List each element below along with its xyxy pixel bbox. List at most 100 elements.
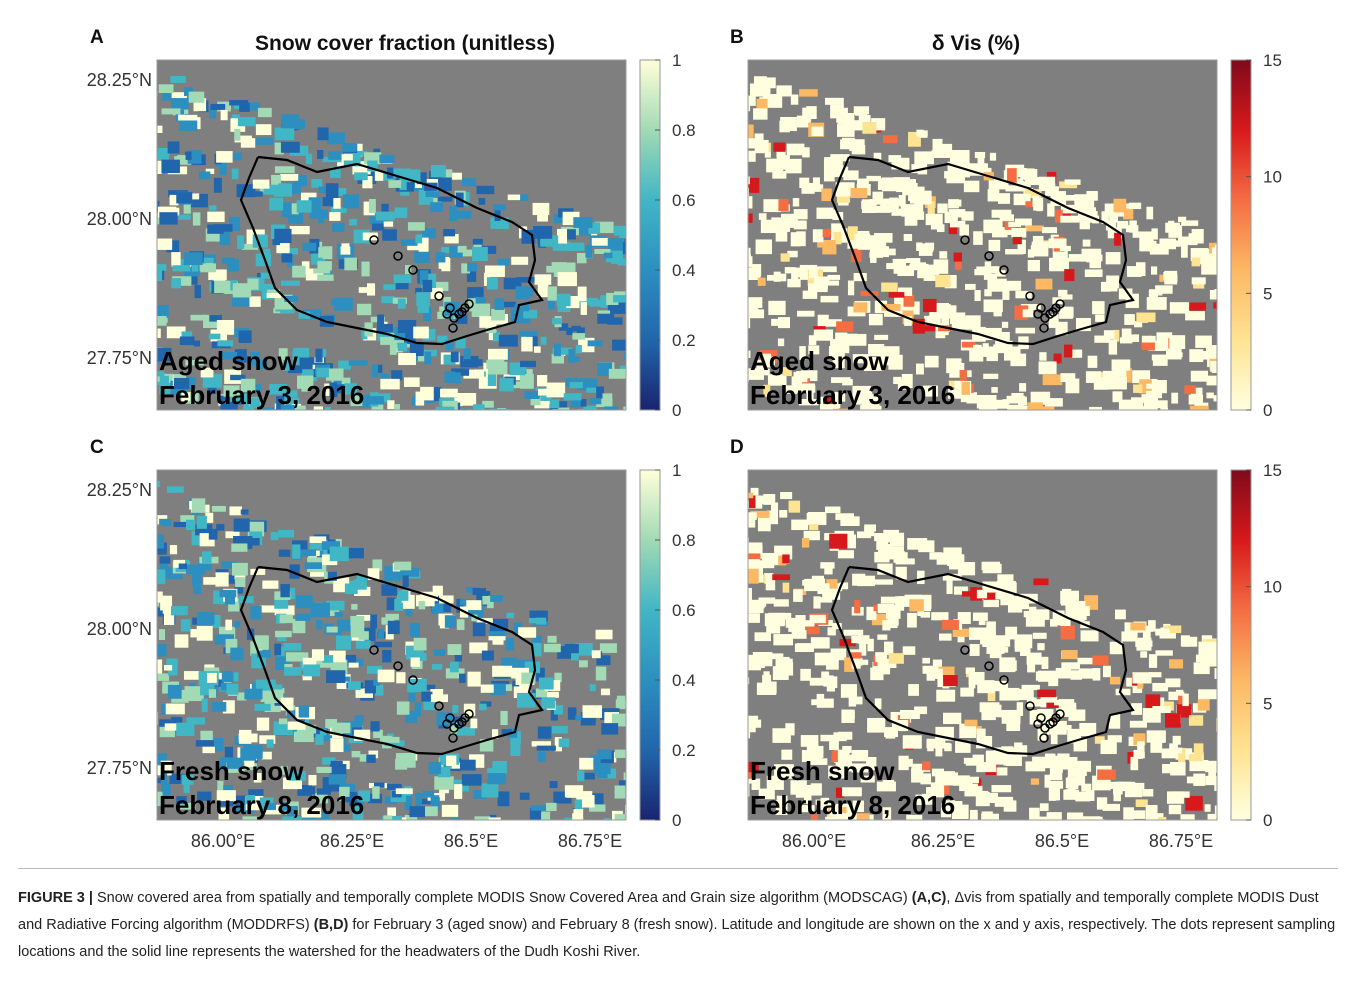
map-pixel: [371, 364, 379, 378]
map-pixel: [339, 786, 350, 801]
caption-text: , Δvis from spatially and temporally com…: [18, 890, 1323, 933]
map-pixel: [920, 773, 932, 785]
map-pixel: [822, 228, 831, 238]
map-pixel: [171, 252, 181, 266]
map-pixel: [968, 674, 976, 689]
map-pixel: [1119, 447, 1127, 455]
map-pixel: [880, 828, 899, 834]
map-pixel: [289, 405, 306, 410]
map-pixel: [900, 709, 920, 720]
map-pixel: [278, 718, 288, 725]
map-pixel: [768, 300, 786, 316]
map-pixel: [874, 334, 889, 340]
map-pixel: [225, 619, 232, 631]
map-pixel: [1217, 465, 1232, 470]
map-pixel: [286, 182, 302, 195]
map-pixel: [778, 656, 790, 667]
map-pixel: [1052, 246, 1068, 259]
map-pixel: [808, 285, 828, 293]
map-pixel: [1240, 443, 1257, 450]
map-pixel: [814, 652, 834, 666]
map-pixel: [902, 735, 922, 749]
map-pixel: [989, 792, 999, 804]
map-pixel: [578, 225, 590, 236]
map-pixel: [631, 768, 637, 780]
map-pixel: [1206, 345, 1217, 359]
map-pixel: [1148, 672, 1162, 678]
map-pixel: [1164, 713, 1181, 728]
map-pixel: [1200, 655, 1217, 667]
map-pixel: [232, 152, 242, 161]
map-pixel: [812, 177, 820, 188]
map-pixel: [366, 754, 376, 763]
map-pixel: [451, 412, 458, 422]
map-pixel: [1155, 285, 1173, 294]
map-pixel: [488, 629, 506, 637]
map-pixel: [487, 348, 508, 360]
map-pixel: [827, 676, 838, 689]
map-pixel: [260, 605, 277, 613]
map-pixel: [160, 559, 168, 575]
map-pixel: [407, 242, 420, 251]
map-pixel: [397, 590, 409, 601]
map-pixel: [454, 784, 463, 799]
map-pixel: [952, 804, 969, 820]
map-pixel: [245, 411, 251, 423]
map-pixel: [591, 650, 601, 659]
map-pixel: [986, 621, 996, 637]
map-pixel: [943, 547, 962, 557]
map-pixel: [328, 151, 342, 160]
map-pixel: [377, 669, 395, 683]
map-pixel: [181, 392, 191, 402]
map-pixel: [830, 167, 846, 178]
map-pixel: [367, 160, 378, 172]
map-pixel: [1032, 816, 1052, 820]
map-pixel: [768, 356, 775, 366]
map-pixel: [1052, 788, 1060, 801]
caption: FIGURE 3 | Snow covered area from spatia…: [18, 885, 1338, 966]
map-pixel: [1005, 249, 1024, 255]
map-pixel: [1115, 609, 1126, 620]
map-pixel: [373, 729, 383, 739]
map-pixel: [444, 371, 456, 383]
map-pixel: [190, 629, 203, 638]
map-pixel: [397, 320, 417, 333]
map-pixel: [558, 407, 570, 410]
map-pixel: [170, 75, 186, 83]
map-pixel: [226, 683, 239, 695]
map-pixel: [394, 207, 408, 218]
map-pixel: [225, 531, 240, 539]
map-pixel: [606, 448, 625, 463]
map-pixel: [607, 302, 626, 314]
map-pixel: [261, 410, 274, 417]
map-pixel: [771, 318, 782, 326]
map-pixel: [355, 688, 373, 698]
caption-text: for February 3 (aged snow) and February …: [18, 917, 1340, 960]
map-pixel: [779, 222, 791, 232]
map-pixel: [614, 860, 633, 865]
map-pixel: [1188, 715, 1204, 726]
map-pixel: [1230, 834, 1237, 845]
map-pixel: [341, 154, 353, 161]
map-pixel: [300, 549, 317, 557]
map-pixel: [489, 683, 506, 696]
map-pixel: [1117, 220, 1129, 229]
map-pixel: [953, 775, 970, 786]
map-pixel: [1020, 304, 1041, 310]
map-pixel: [1066, 812, 1084, 820]
map-pixel: [1058, 289, 1068, 297]
map-pixel: [970, 812, 978, 820]
map-pixel: [186, 717, 206, 725]
map-pixel: [1003, 759, 1010, 766]
map-pixel: [970, 778, 982, 789]
map-pixel: [959, 224, 969, 236]
map-pixel: [191, 264, 199, 272]
map-pixel: [174, 377, 190, 390]
map-pixel: [844, 657, 855, 672]
map-pixel: [400, 843, 406, 850]
map-pixel: [1036, 198, 1043, 212]
map-pixel: [377, 330, 393, 341]
map-pixel: [932, 659, 943, 672]
map-pixel: [1097, 421, 1104, 435]
map-pixel: [1025, 201, 1033, 208]
